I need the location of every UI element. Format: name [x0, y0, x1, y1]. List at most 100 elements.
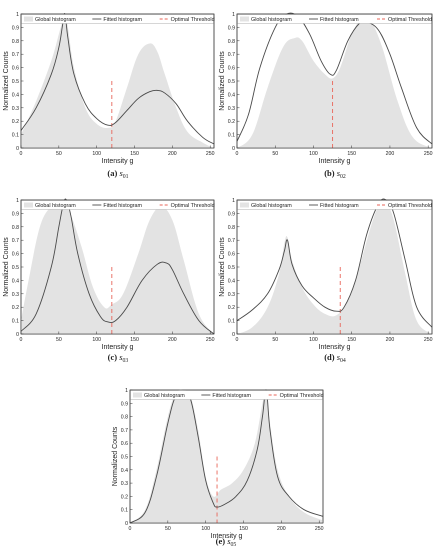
legend-swatch-global: [24, 202, 33, 208]
x-tick-label: 250: [206, 151, 215, 157]
y-tick-label: 0.4: [228, 92, 235, 98]
y-tick-label: 0.8: [228, 225, 235, 231]
global-histogram-area: [237, 202, 432, 334]
legend: Global histogram Fitted histogram Optimal …: [237, 200, 432, 210]
y-tick-label: 0.6: [228, 66, 235, 72]
x-axis-label: Intensity g: [211, 533, 243, 540]
y-axis-label: Normalized Counts: [3, 237, 10, 297]
y-tick-label: 0.3: [121, 481, 128, 487]
legend-label-fitted: Fitted histogram: [320, 17, 359, 23]
y-tick-label: 0.1: [121, 508, 128, 514]
y-tick-label: 0.1: [228, 133, 235, 139]
y-axis-label: Normalized Counts: [112, 426, 119, 486]
legend: Global histogram Fitted histogram Optimal …: [237, 14, 432, 24]
panel-caption: (e) s05: [216, 536, 237, 548]
legend: Global histogram Fitted histogram Optimal …: [21, 200, 215, 210]
y-tick-label: 1: [232, 12, 235, 18]
y-tick-label: 0.6: [228, 252, 235, 258]
legend-label-fitted: Fitted histogram: [103, 17, 142, 23]
legend-swatch-global: [133, 392, 142, 398]
panel-caption-label: (a): [107, 168, 119, 178]
legend-label-fitted: Fitted histogram: [212, 393, 251, 399]
x-tick-label: 50: [165, 526, 171, 532]
y-tick-label: 0.5: [228, 265, 235, 271]
x-tick-label: 50: [56, 151, 62, 157]
y-tick-label: 0.9: [228, 25, 235, 31]
global-histogram-area: [237, 15, 432, 148]
y-axis-label: Normalized Counts: [219, 237, 226, 297]
x-tick-label: 150: [130, 151, 139, 157]
x-tick-label: 250: [424, 151, 433, 157]
legend-label-global: Global histogram: [35, 203, 76, 209]
y-tick-label: 0.9: [12, 211, 19, 217]
y-tick-label: 0: [232, 146, 235, 152]
x-tick-label: 200: [386, 337, 395, 343]
y-tick-label: 0: [232, 332, 235, 338]
panel-caption-symbol: s: [119, 352, 123, 362]
y-tick-label: 0.4: [12, 92, 19, 98]
y-tick-label: 0.6: [121, 441, 128, 447]
x-tick-label: 100: [92, 151, 101, 157]
x-tick-label: 150: [347, 337, 356, 343]
panel-caption-subscript: 03: [123, 358, 129, 364]
y-tick-label: 0.7: [12, 52, 19, 58]
legend-box: [237, 14, 432, 24]
panel-caption: (c) s03: [108, 352, 129, 364]
fitted-histogram-line: [129, 389, 324, 524]
legend-label-threshold: Optimal Threshold: [388, 17, 432, 23]
y-tick-label: 0.5: [121, 455, 128, 461]
x-tick-label: 250: [206, 337, 215, 343]
y-tick-label: 0.7: [12, 238, 19, 244]
x-tick-label: 0: [236, 151, 239, 157]
y-tick-label: 0.7: [228, 52, 235, 58]
legend-swatch-global: [240, 16, 249, 22]
legend-label-threshold: Optimal Threshold: [280, 393, 324, 399]
panel-caption-subscript: 02: [340, 174, 346, 180]
y-tick-label: 0.1: [228, 319, 235, 325]
x-tick-label: 150: [130, 337, 139, 343]
x-tick-label: 100: [92, 337, 101, 343]
legend-label-global: Global histogram: [251, 203, 292, 209]
legend-box: [237, 200, 432, 210]
legend-label-threshold: Optimal Threshold: [171, 203, 215, 209]
y-tick-label: 0.2: [12, 305, 19, 311]
y-tick-label: 1: [232, 198, 235, 204]
y-tick-label: 0.2: [228, 119, 235, 125]
global-histogram-area: [21, 203, 214, 334]
x-tick-label: 150: [239, 526, 248, 532]
fitted-histogram-line: [236, 12, 433, 145]
x-tick-label: 0: [20, 151, 23, 157]
chart-panel-c: 0 0.1 0.2 0.3 0.4 0.5 0.6 0.7 0.8 0.9 1 0 50 100 150 20…: [3, 198, 215, 364]
chart-panel-b: 0 0.1 0.2 0.3 0.4 0.5 0.6 0.7 0.8 0.9 1 0 50 100 150 20…: [219, 12, 433, 180]
y-tick-label: 1: [125, 388, 128, 394]
global-histogram-area: [130, 389, 323, 523]
chart-panel-a: 0 0.1 0.2 0.3 0.4 0.5 0.6 0.7 0.8 0.9 1 0 50 100 150 20…: [3, 12, 215, 180]
legend-label-global: Global histogram: [35, 17, 76, 23]
legend-label-threshold: Optimal Threshold: [388, 203, 432, 209]
chart-panel-d: 0 0.1 0.2 0.3 0.4 0.5 0.6 0.7 0.8 0.9 1 0 50 100 150 20…: [219, 198, 433, 364]
legend-box: [130, 390, 323, 400]
y-axis-label: Normalized Counts: [3, 51, 10, 111]
y-tick-label: 0.8: [12, 39, 19, 45]
y-tick-label: 0.7: [121, 428, 128, 434]
x-tick-label: 200: [386, 151, 395, 157]
legend-swatch-global: [240, 202, 249, 208]
y-tick-label: 0: [16, 146, 19, 152]
y-tick-label: 0.6: [12, 66, 19, 72]
y-tick-label: 1: [16, 198, 19, 204]
legend-label-threshold: Optimal Threshold: [171, 17, 215, 23]
x-axis-label: Intensity g: [319, 158, 351, 165]
panel-caption-symbol: s: [119, 168, 123, 178]
x-axis-label: Intensity g: [102, 344, 134, 351]
y-tick-label: 0.3: [12, 106, 19, 112]
legend-label-global: Global histogram: [251, 17, 292, 23]
x-axis-label: Intensity g: [319, 344, 351, 351]
panel-caption-label: (c): [108, 352, 120, 362]
y-tick-label: 0.1: [12, 133, 19, 139]
y-tick-label: 0.1: [12, 319, 19, 325]
panel-caption-symbol: s: [337, 352, 341, 362]
y-tick-label: 0.4: [121, 468, 128, 474]
x-tick-label: 0: [236, 337, 239, 343]
y-tick-label: 0.5: [12, 79, 19, 85]
